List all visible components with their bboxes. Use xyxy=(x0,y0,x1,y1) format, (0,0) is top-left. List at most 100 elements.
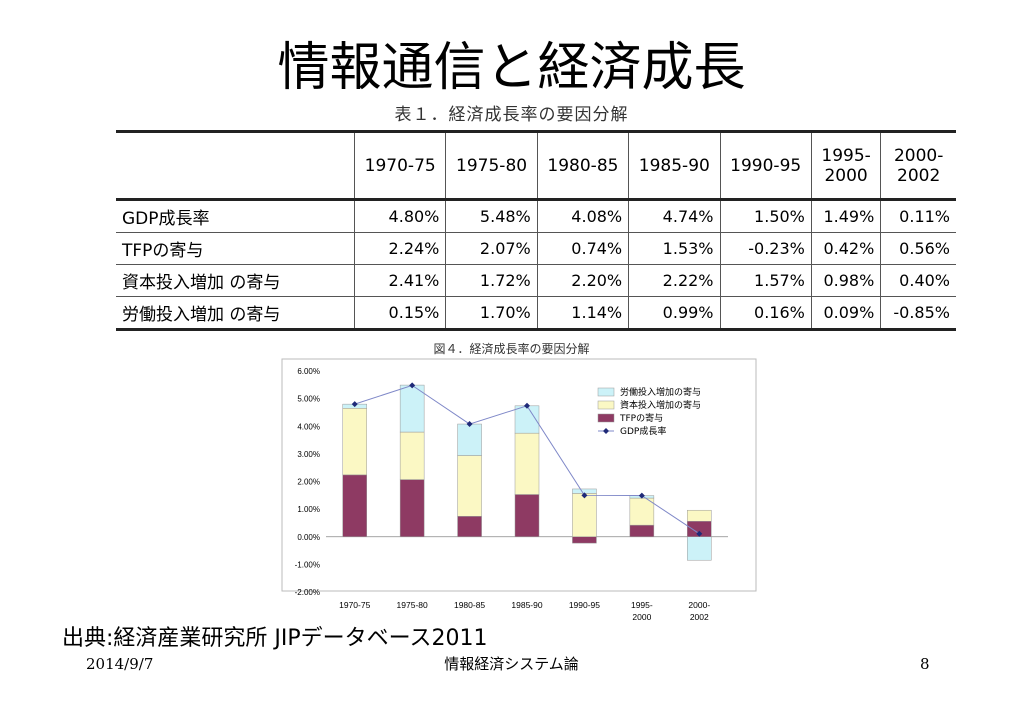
growth-factor-table: 1970-75 1975-80 1980-85 1985-90 1990-95 … xyxy=(116,130,956,331)
table-cell: 2.41% xyxy=(353,264,447,297)
bar-segment xyxy=(687,536,712,561)
table-cell: 0.11% xyxy=(880,199,956,233)
legend-label: 労働投入増加の寄与 xyxy=(620,386,701,398)
table-cell: 1.70% xyxy=(445,296,538,331)
footer-title: 情報経済システム論 xyxy=(444,655,579,673)
bar-segment xyxy=(514,405,540,434)
legend-label: TFPの寄与 xyxy=(619,412,663,424)
gdp-point xyxy=(581,492,588,499)
table-cell: 2.20% xyxy=(536,264,630,297)
source-note: 出典:経済産業研究所 JIPデータベース2011 xyxy=(62,626,488,651)
table-cell: 1.53% xyxy=(628,232,721,265)
column-header: 1995- 2000 xyxy=(810,130,882,201)
bar-segment xyxy=(687,509,712,522)
gdp-point xyxy=(638,492,645,499)
y-tick-label: 0.00% xyxy=(297,533,320,542)
y-tick-label: 2.00% xyxy=(297,478,320,487)
gdp-point xyxy=(524,402,530,409)
legend-label: GDP成長率 xyxy=(620,425,666,437)
column-header: 1975-80 xyxy=(445,130,538,201)
bar-segment xyxy=(342,474,367,538)
table-cell: 1.57% xyxy=(719,264,812,297)
row-label: GDP成長率 xyxy=(116,199,355,233)
column-header: 1980-85 xyxy=(536,130,630,201)
bar-segment xyxy=(399,431,425,480)
gdp-point xyxy=(696,530,703,537)
bar-segment xyxy=(572,493,597,538)
table-cell: 1.14% xyxy=(536,296,630,331)
table-cell: 0.74% xyxy=(536,232,630,265)
growth-factor-chart: 6.00% 5.00% 4.00% 3.00% 2.00% 1.00% 0.00% -1.00… xyxy=(281,358,757,622)
column-header: 1970-75 xyxy=(353,130,447,201)
column-header: 1990-95 xyxy=(719,130,812,201)
slide-title: 情報通信と経済成長 xyxy=(277,38,746,98)
table-cell: 1.49% xyxy=(810,199,882,233)
table-cell: 2.24% xyxy=(353,232,447,265)
bar-segment xyxy=(629,524,655,538)
table-cell: 0.09% xyxy=(810,296,882,331)
bar-segment xyxy=(399,384,425,433)
table-cell: 0.15% xyxy=(353,296,447,331)
row-label: 労働投入増加 の寄与 xyxy=(116,296,355,331)
table-cell: 4.08% xyxy=(536,199,630,233)
column-header: 2000- 2002 xyxy=(880,130,956,201)
x-tick-label: 2002 xyxy=(690,612,709,622)
table-cell: 4.74% xyxy=(628,199,721,233)
y-tick-label: 1.00% xyxy=(297,505,320,514)
y-tick-label: -2.00% xyxy=(295,588,320,597)
x-tick-label: 2000- xyxy=(688,600,710,610)
bar-segment xyxy=(514,432,540,495)
x-tick-label: 1975-80 xyxy=(397,600,428,610)
bar-segment xyxy=(457,455,482,517)
x-tick-label: 1980-85 xyxy=(454,600,485,610)
legend-label: 資本投入増加の寄与 xyxy=(620,399,701,411)
x-tick-label: 2000 xyxy=(632,612,651,622)
table-cell: -0.85% xyxy=(880,296,956,331)
table-cell: 0.42% xyxy=(810,232,882,265)
y-tick-label: 6.00% xyxy=(297,367,320,376)
x-tick-label: 1970-75 xyxy=(339,600,370,610)
legend-swatch xyxy=(597,413,615,423)
table-corner-cell xyxy=(116,130,355,201)
chart-caption: 図４．経済成長率の要因分解 xyxy=(433,342,590,356)
y-tick-label: 5.00% xyxy=(297,395,320,404)
table-cell: 0.99% xyxy=(628,296,721,331)
legend-swatch xyxy=(597,400,615,410)
bar-segment xyxy=(457,516,482,537)
table-cell: 1.72% xyxy=(445,264,538,297)
table-cell: 5.48% xyxy=(445,199,538,233)
gdp-point xyxy=(351,401,358,408)
table-header-row: 1970-75 1975-80 1980-85 1985-90 1990-95 … xyxy=(116,130,956,201)
x-tick-label: 1990-95 xyxy=(569,600,600,610)
table-cell: 2.07% xyxy=(445,232,538,265)
bar-segment xyxy=(572,536,597,544)
table-caption: 表１．経済成長率の要因分解 xyxy=(394,105,629,125)
table-cell: 0.16% xyxy=(719,296,812,331)
table-cell: -0.23% xyxy=(719,232,812,265)
table-cell: 0.40% xyxy=(880,264,956,297)
y-tick-label: -1.00% xyxy=(295,560,320,569)
column-header: 1985-90 xyxy=(628,130,721,201)
legend-swatch xyxy=(597,387,615,397)
footer-date: 2014/9/7 xyxy=(86,655,154,673)
x-tick-label: 1995- xyxy=(631,600,653,610)
gdp-point xyxy=(466,421,473,428)
y-tick-label: 4.00% xyxy=(297,422,320,431)
table-row: 資本投入増加 の寄与 2.41% 1.72% 2.20% 2.22% 1.57%… xyxy=(116,264,956,297)
gdp-point xyxy=(409,382,416,389)
table-cell: 4.80% xyxy=(353,199,447,233)
bar-segment xyxy=(514,494,540,537)
row-label: 資本投入増加 の寄与 xyxy=(116,264,355,297)
bar-segment xyxy=(342,408,367,476)
y-tick-label: 3.00% xyxy=(297,450,320,459)
table-cell: 2.22% xyxy=(628,264,721,297)
bar-segment xyxy=(457,423,482,456)
table-row: 労働投入増加 の寄与 0.15% 1.70% 1.14% 0.99% 0.16%… xyxy=(116,296,956,331)
legend-marker xyxy=(603,428,609,434)
x-tick-label: 1985-90 xyxy=(511,600,542,610)
table-cell: 1.50% xyxy=(719,199,812,233)
table-row: GDP成長率 4.80% 5.48% 4.08% 4.74% 1.50% 1.4… xyxy=(116,199,956,233)
table-cell: 0.56% xyxy=(880,232,956,265)
row-label: TFPの寄与 xyxy=(116,232,355,265)
table-cell: 0.98% xyxy=(810,264,882,297)
